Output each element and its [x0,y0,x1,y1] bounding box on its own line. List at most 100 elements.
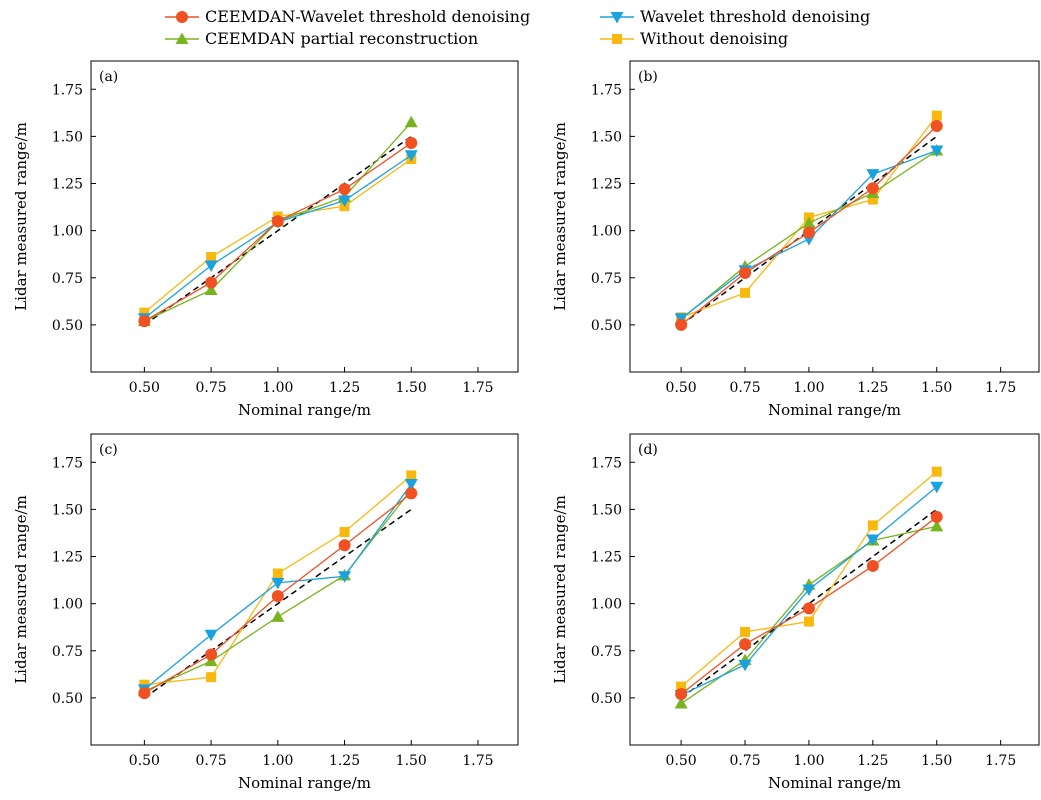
legend: CEEMDAN-Wavelet threshold denoising Wavel… [165,7,870,48]
data-point [802,226,815,239]
legend-marker [175,32,189,44]
data-point [405,487,418,500]
legend-label: Without denoising [640,29,788,48]
data-point [866,182,879,195]
x-tick-label: 0.50 [666,380,697,396]
data-point [338,183,351,196]
data-point [739,638,752,651]
y-tick-label: 0.75 [52,271,83,287]
data-point [930,145,944,158]
y-tick-label: 1.75 [52,82,83,98]
panel-label: (b) [638,69,658,85]
y-tick-label: 1.50 [591,502,622,518]
data-point [930,481,944,494]
y-tick-label: 1.50 [52,502,83,518]
data-point [674,697,688,709]
data-point [739,267,752,280]
y-tick-label: 1.00 [591,597,622,613]
data-point [338,539,351,552]
data-point [204,260,218,273]
y-tick-label: 1.75 [591,455,622,471]
data-point [738,659,752,672]
panel-label: (a) [99,69,118,85]
data-point [338,195,352,207]
data-point [802,216,816,229]
data-point [139,307,150,318]
data-point [406,470,417,481]
y-tick-label: 1.00 [591,224,622,240]
chart-panel: 0.50 0.75 1.00 1.25 1.50 1.75 0.50 0.75 1.00 1.25… [551,60,1040,419]
data-point [930,510,943,523]
chart-panel: 0.50 0.75 1.00 1.25 1.50 1.75 0.50 0.75 1.00 1.25… [12,433,519,792]
data-point [740,287,751,298]
data-point [867,520,878,531]
series [137,483,418,697]
x-tick-label: 0.75 [196,380,227,396]
y-tick-label: 1.00 [52,597,83,613]
data-point [930,519,944,532]
x-tick-label: 0.75 [196,753,227,769]
x-tick-label: 1.50 [921,380,952,396]
data-point [138,687,151,700]
data-point [204,629,218,642]
data-point [867,194,878,205]
data-point [339,527,350,538]
data-point [675,318,688,331]
y-tick-label: 0.50 [52,691,83,707]
x-axis-label: Nominal range/m [768,774,901,792]
plot-frame [629,433,1040,746]
data-point [271,215,284,228]
x-tick-label: 0.75 [729,380,760,396]
x-tick-label: 1.75 [985,753,1016,769]
chart-panel: 0.50 0.75 1.00 1.25 1.50 1.75 0.50 0.75 1.00 1.25… [551,433,1040,792]
x-tick-label: 1.25 [329,380,360,396]
data-point [802,584,816,596]
x-tick-label: 1.75 [462,380,493,396]
legend-marker [612,34,622,44]
panel-label: (c) [99,442,118,458]
legend-label: Wavelet threshold denoising [640,7,870,26]
legend-entry: CEEMDAN-Wavelet threshold denoising [165,7,530,26]
x-axis-label: Nominal range/m [768,401,901,419]
data-point [404,115,418,128]
plot-frame [90,60,519,373]
series [675,510,943,701]
data-point [931,466,942,477]
y-axis-label: Lidar measured range/m [551,122,569,311]
chart-panel: 0.50 0.75 1.00 1.25 1.50 1.75 0.50 0.75 1.00 1.25… [12,60,519,419]
data-point [272,568,283,579]
legend-entry: Wavelet threshold denoising [600,7,870,26]
x-tick-label: 0.75 [729,753,760,769]
y-axis-label: Lidar measured range/m [12,495,30,684]
y-tick-label: 0.50 [591,318,622,334]
x-axis-label: Nominal range/m [238,774,371,792]
data-point [271,577,285,590]
x-tick-label: 0.50 [129,380,160,396]
data-point [206,252,217,263]
data-point [404,150,418,162]
series [138,487,418,700]
data-point [930,120,943,133]
y-tick-label: 0.75 [591,644,622,660]
legend-marker [610,12,624,24]
legend-label: CEEMDAN partial reconstruction [205,29,478,48]
data-point [866,169,880,181]
plot-frame [629,60,1040,373]
x-tick-label: 1.25 [329,753,360,769]
data-point [271,590,284,603]
x-tick-label: 0.50 [666,753,697,769]
legend-entry: Without denoising [600,29,788,48]
series [675,120,943,331]
panels: 0.50 0.75 1.00 1.25 1.50 1.75 0.50 0.75 1.00 1.25… [12,60,1040,792]
series [137,478,418,696]
data-point [675,688,688,701]
y-tick-label: 1.25 [52,550,83,566]
data-point [866,534,880,547]
y-tick-label: 1.00 [52,224,83,240]
series [139,154,417,318]
data-point [405,136,418,149]
series [138,136,418,328]
legend-entry: CEEMDAN partial reconstruction [165,29,478,48]
